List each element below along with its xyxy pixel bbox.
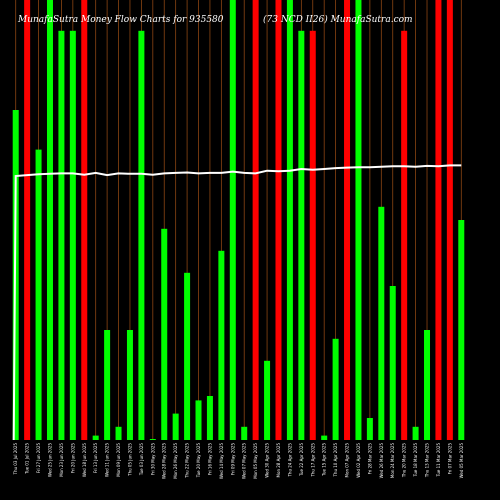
x-tick-label: Thu 20 Mar 2025	[402, 443, 407, 479]
bar-red	[446, 0, 453, 440]
bar-green	[355, 0, 362, 440]
x-tick-label: Tue 15 Apr 2025	[322, 443, 327, 477]
bar-green	[241, 426, 248, 440]
x-tick-label: Fri 28 Mar 2025	[367, 443, 372, 475]
bar-green	[149, 439, 156, 440]
x-tick-label: Mon 07 Apr 2025	[345, 443, 350, 478]
x-tick-label: Thu 05 Jun 2025	[127, 443, 132, 477]
bar-green	[298, 30, 305, 441]
x-tick-labels: Thu 03 Jul 2025 Tue 01 Jul 2025 Fri 27 Jun…	[13, 443, 464, 480]
bar-green	[115, 426, 122, 440]
x-tick-label: Tue 22 Apr 2025	[299, 443, 304, 477]
bar-red	[309, 30, 316, 441]
bar-green	[138, 30, 145, 441]
x-tick-label: Thu 17 Apr 2025	[310, 443, 315, 478]
bar-red	[401, 30, 408, 441]
money-flow-line	[12, 164, 462, 441]
bar-green	[126, 330, 133, 440]
bar-green	[172, 413, 179, 440]
x-tick-label: Wed 25 Jun 2025	[47, 443, 52, 478]
bar-green	[206, 396, 213, 440]
bar-red	[252, 0, 259, 440]
x-tick-label: Thu 22 May 2025	[185, 443, 190, 479]
x-tick-label: Tue 20 May 2025	[196, 443, 201, 479]
x-tick-label: Fri 27 Jun 2025	[36, 443, 41, 474]
x-tick-label: Wed 26 Mar 2025	[379, 443, 384, 479]
x-tick-label: Thu 13 Mar 2025	[425, 443, 430, 479]
x-tick-label: Wed 18 Jun 2025	[82, 443, 87, 478]
bar-green	[229, 0, 236, 440]
bar-series	[12, 0, 465, 441]
bar-green	[332, 338, 339, 440]
bar-green	[35, 149, 42, 440]
x-tick-label: Thu 10 Apr 2025	[333, 443, 338, 478]
x-tick-label: Wed 02 Apr 2025	[356, 443, 361, 478]
bar-green	[218, 250, 225, 440]
x-tick-label: Wed 11 Jun 2025	[105, 443, 110, 478]
money-flow-line-path	[12, 164, 462, 441]
x-tick-label: Fri 13 Jun 2025	[93, 443, 98, 474]
bar-green	[321, 435, 328, 440]
x-tick-label: Wed 30 Apr 2025	[265, 443, 270, 478]
x-tick-label: Tue 11 Mar 2025	[436, 443, 441, 478]
chart-title-right: (73 NCD II26) MunafaSutra.com	[263, 14, 413, 25]
x-tick-label: Fri 07 Mar 2025	[447, 443, 452, 475]
bar-red	[81, 0, 88, 440]
bar-green	[58, 30, 65, 441]
bar-green	[366, 418, 373, 440]
bar-red	[24, 0, 31, 440]
x-tick-label: Wed 07 May 2025	[242, 443, 247, 480]
x-tick-label: Wed 14 May 2025	[219, 443, 224, 480]
bar-red	[435, 0, 442, 440]
x-tick-label: Tue 01 Jul 2025	[25, 443, 30, 475]
bar-green	[286, 0, 293, 440]
x-tick-label: Mon 28 Apr 2025	[276, 443, 281, 478]
bar-green	[458, 220, 465, 440]
x-tick-label: Fri 20 Jun 2025	[70, 443, 75, 474]
bar-green	[424, 330, 431, 440]
bar-green	[195, 400, 202, 440]
x-tick-label: Fri 30 May 2025	[150, 443, 155, 476]
x-tick-label: Tue 03 Jun 2025	[139, 443, 144, 477]
x-tick-label: Wed 05 Mar 2025	[459, 443, 464, 479]
bar-red	[275, 0, 282, 440]
bar-green	[92, 435, 99, 440]
x-tick-label: Mon 09 Jun 2025	[116, 443, 121, 477]
bar-green	[264, 360, 271, 440]
bar-green	[389, 286, 396, 440]
x-tick-label: Mon 24 Mar 2025	[390, 443, 395, 479]
x-tick-label: Mon 26 May 2025	[173, 443, 178, 479]
chart-title-left: MunafaSutra Money Flow Charts for 935580	[17, 15, 224, 25]
x-tick-label: Thu 24 Apr 2025	[287, 443, 292, 478]
bar-green	[184, 272, 191, 440]
x-tick-label: Wed 28 May 2025	[162, 443, 167, 480]
bar-green	[69, 30, 76, 441]
bar-green	[104, 330, 111, 440]
x-tick-label: Mon 05 May 2025	[253, 443, 258, 479]
x-tick-label: Tue 18 Mar 2025	[413, 443, 418, 478]
bar-green	[412, 426, 419, 440]
bar-green	[161, 228, 168, 440]
bar-green	[378, 206, 385, 440]
bar-green	[46, 0, 53, 440]
bar-red	[344, 0, 351, 440]
x-tick-label: Thu 03 Jul 2025	[13, 443, 18, 476]
x-tick-label: Fri 16 May 2025	[207, 443, 212, 476]
x-tick-label: Fri 09 May 2025	[230, 443, 235, 476]
x-tick-label: Mon 23 Jun 2025	[59, 443, 64, 477]
